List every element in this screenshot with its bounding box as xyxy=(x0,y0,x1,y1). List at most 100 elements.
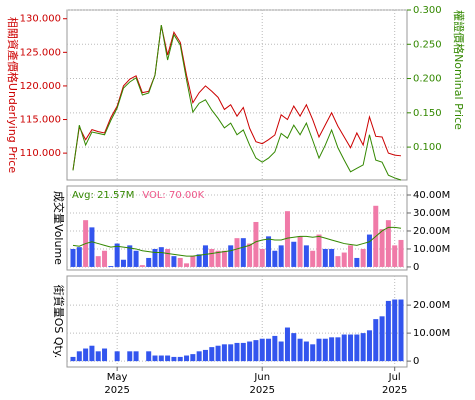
bar xyxy=(253,340,259,362)
average-line xyxy=(72,226,402,257)
y2-tick-label: 0.250 xyxy=(413,39,442,50)
bar xyxy=(209,347,215,362)
bar xyxy=(76,351,82,362)
bar xyxy=(184,263,190,267)
bar xyxy=(247,243,253,267)
bar xyxy=(89,227,95,267)
bar xyxy=(240,342,246,362)
y-tick-label: 110.000 xyxy=(20,148,61,159)
bar xyxy=(108,266,114,267)
y-tick-label: 120.000 xyxy=(20,81,61,92)
y-tick-label: 130.000 xyxy=(20,14,61,25)
y2-tick-label: 0.100 xyxy=(413,142,442,153)
price-line xyxy=(72,24,402,181)
y-tick-label: 0 xyxy=(413,356,419,367)
bar xyxy=(152,248,158,267)
bar xyxy=(310,344,316,362)
bar xyxy=(322,248,328,267)
bar xyxy=(297,338,303,362)
bar xyxy=(228,344,234,362)
bar xyxy=(196,254,202,267)
bar xyxy=(209,248,215,267)
bar xyxy=(335,337,341,362)
bar xyxy=(272,335,278,362)
y2-tick-label: 0.200 xyxy=(413,74,442,85)
bar xyxy=(354,257,360,267)
bar xyxy=(221,344,227,362)
bar xyxy=(291,333,297,362)
bar xyxy=(158,247,164,267)
bar xyxy=(284,327,290,362)
bar xyxy=(89,345,95,362)
x-tick-label: Jun xyxy=(253,372,270,383)
y-tick-label: 20.00M xyxy=(413,300,450,311)
bar xyxy=(360,248,366,267)
x-tick-label: May xyxy=(107,372,128,383)
bar xyxy=(190,256,196,267)
bar xyxy=(133,351,139,362)
bar xyxy=(202,245,208,267)
bar xyxy=(297,236,303,267)
price-line xyxy=(72,25,402,170)
bar xyxy=(398,239,404,267)
bar xyxy=(392,299,398,362)
bar xyxy=(379,316,385,362)
bar xyxy=(228,245,234,267)
bar xyxy=(120,259,126,267)
bar xyxy=(278,245,284,267)
y-tick-label: 0 xyxy=(413,262,419,273)
bar xyxy=(83,348,89,362)
y2-axis-title: 權證價格Nominal Price xyxy=(452,10,466,130)
y-tick-label: 20.00M xyxy=(413,226,450,237)
bar xyxy=(278,341,284,362)
bar xyxy=(303,245,309,267)
legend-text: VOL: 70.00K xyxy=(142,190,204,201)
y2-tick-label: 0.150 xyxy=(413,108,442,119)
y-tick-label: 40.00M xyxy=(413,190,450,201)
bar xyxy=(354,334,360,362)
bar xyxy=(165,355,171,362)
bar xyxy=(70,248,76,267)
bar xyxy=(272,250,278,267)
bar xyxy=(177,257,183,267)
bar xyxy=(303,341,309,362)
y-tick-label: 10.00M xyxy=(413,244,450,255)
bar xyxy=(266,236,272,267)
bar xyxy=(373,319,379,362)
bar xyxy=(76,247,82,267)
bar xyxy=(146,351,152,362)
bar xyxy=(316,338,322,362)
bar xyxy=(165,248,171,267)
bar xyxy=(329,337,335,362)
bar xyxy=(348,334,354,362)
bar xyxy=(133,250,139,267)
bar xyxy=(266,338,272,362)
bar xyxy=(202,349,208,362)
bar xyxy=(102,250,108,267)
bar xyxy=(184,355,190,362)
bar xyxy=(291,241,297,267)
bar xyxy=(366,234,372,267)
x-tick-year: 2025 xyxy=(250,385,275,396)
bar xyxy=(152,355,158,362)
bar xyxy=(385,220,391,267)
bar xyxy=(379,229,385,267)
bar xyxy=(398,299,404,362)
y-axis-title: 相關資產價格Underlying Price xyxy=(6,17,20,173)
bar xyxy=(284,211,290,267)
bar xyxy=(177,356,183,362)
bar xyxy=(360,333,366,362)
bar xyxy=(95,351,101,362)
bar xyxy=(341,252,347,267)
bar xyxy=(215,345,221,362)
y2-tick-label: 0.300 xyxy=(413,5,442,16)
bar xyxy=(259,338,265,362)
bar xyxy=(127,245,133,267)
bar xyxy=(171,356,177,362)
x-tick-label: Jul xyxy=(388,372,401,383)
bar xyxy=(215,250,221,267)
bar xyxy=(114,243,120,267)
bar xyxy=(158,355,164,362)
x-tick-year: 2025 xyxy=(104,385,129,396)
